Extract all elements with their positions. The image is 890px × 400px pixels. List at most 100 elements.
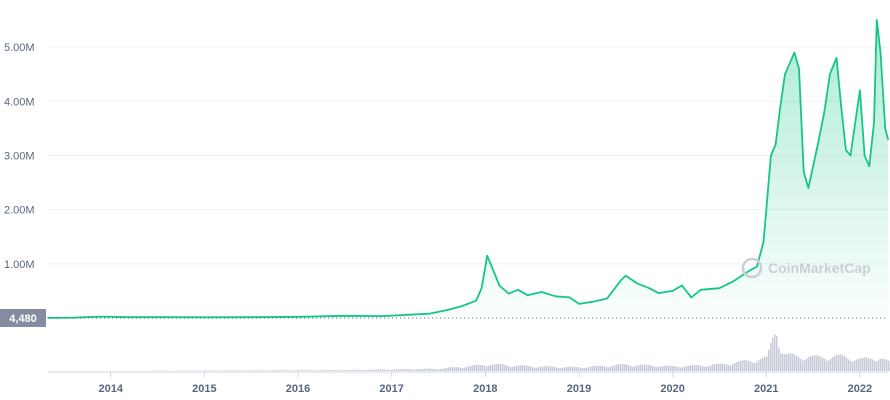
volume-bar [382,369,384,371]
volume-bar [802,360,804,371]
price-point [774,143,777,146]
volume-bar [654,366,656,371]
volume-bar [882,358,884,371]
volume-bar [482,365,484,371]
price-point [461,305,463,307]
volume-bar [378,369,380,371]
volume-bar [390,369,392,371]
price-point [863,154,866,157]
volume-bar [480,364,482,371]
volume-bar [592,366,594,371]
volume-bar [854,360,856,371]
price-point [578,303,580,305]
volume-bar [576,367,578,371]
price-point [166,316,168,319]
volume-bar [634,366,636,371]
volume-bar [320,370,322,371]
volume-bar [756,361,758,371]
volume-bar [436,369,438,371]
volume-bar [234,370,236,371]
volume-bar [616,364,618,371]
volume-bar [524,365,526,371]
volume-bar [826,360,828,371]
x-axis: 2014 2015 2016 2017 2018 2019 2020 2021 2022 [99,372,872,395]
volume-bar [258,370,260,371]
volume-bar [272,370,274,371]
volume-bar [836,354,838,371]
volume-bar [864,357,866,371]
volume-bar [306,370,308,371]
price-point [447,309,449,311]
volume-bar [394,369,396,371]
volume-bar [226,370,228,371]
volume-bar [388,369,390,371]
x-tick-label: 2020 [660,383,684,395]
volume-bar [610,366,612,371]
volume-bar [416,369,418,371]
volume-bar [638,365,640,371]
volume-bar [528,366,530,371]
volume-bar [700,365,702,371]
volume-bar [278,370,280,371]
volume-bar [400,369,402,371]
volume-bar [772,337,774,371]
price-point [829,73,831,75]
volume-bar [248,370,250,371]
volume-bar [584,368,586,371]
volume-bar [770,343,772,371]
volume-bar [742,360,744,371]
volume-bar [718,363,720,371]
volume-bar [338,370,340,371]
volume-bar [254,370,256,371]
volume-bar [820,356,822,371]
volume-bar [472,365,474,371]
volume-bar [878,359,880,371]
price-point [250,316,253,318]
volume-bar [418,369,420,371]
price-point [875,19,878,21]
price-point [756,265,758,268]
volume-bar [694,364,696,371]
x-tick-label: 2014 [99,383,124,395]
price-point [592,300,594,303]
price-point [620,279,622,281]
volume-bar [792,353,794,371]
volume-bar [236,370,238,371]
volume-bar [834,355,836,371]
volume-bar [846,357,848,371]
volume-bar [760,358,762,371]
volume-bar [862,357,864,371]
volume-bar [462,368,464,371]
volume-bar [464,367,466,371]
price-point [784,73,786,75]
volume-bar [668,365,670,371]
volume-bar [366,370,368,371]
volume-bar [672,365,674,371]
price-point [770,154,772,157]
price-point [568,296,571,299]
volume-bar [844,356,846,371]
volume-bar [766,356,768,371]
price-point [765,208,768,211]
volume-bar [832,357,834,371]
volume-bar [476,364,478,371]
volume-bar [548,366,550,371]
volume-bar [370,369,372,371]
volume-bar [336,370,338,371]
volume-bar [444,368,446,371]
price-point [690,296,693,299]
volume-bar [494,364,496,371]
price-point [100,315,103,318]
volume-bar [266,370,268,371]
volume-bar [788,353,790,371]
volume-bar [888,360,890,371]
volume-bar [260,370,262,371]
volume-bar [648,364,650,371]
volume-bar [520,365,522,371]
volume-bar [426,368,428,371]
volume-bar [210,370,212,371]
volume-bar [492,364,494,371]
x-tick-label: 2017 [379,383,403,395]
volume-bar [314,370,316,371]
